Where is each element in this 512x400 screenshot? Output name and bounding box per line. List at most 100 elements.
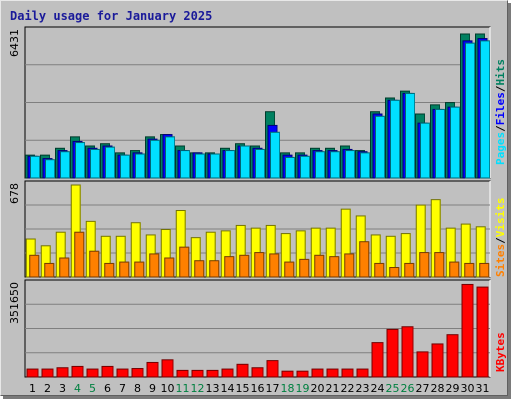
- bar-pages-day-2: [45, 159, 55, 179]
- bar-pages-day-17: [270, 131, 280, 179]
- bar-kbytes-day-17: [266, 360, 279, 378]
- bar-sites-day-5: [89, 250, 100, 278]
- y-max-label: 678: [8, 183, 21, 204]
- legend-item-pages: Pages: [494, 132, 507, 165]
- legend-item-kbytes: KBytes: [494, 332, 507, 372]
- bar-kbytes-day-1: [26, 368, 39, 378]
- bar-pages-day-1: [30, 155, 40, 179]
- x-axis-labels: 1 2 3 4 5 6 7 8 9 10 11 12 13 14 15 16 17 18 19 20 21 22 23 24 2…: [29, 382, 490, 395]
- bar-kbytes-day-8: [131, 368, 144, 378]
- bar-kbytes-day-26: [401, 326, 414, 378]
- x-tick-label-4: 4: [74, 382, 81, 395]
- bar-sites-day-19: [299, 258, 310, 278]
- bar-kbytes-day-6: [101, 365, 114, 378]
- x-tick-label-23: 23: [356, 382, 370, 395]
- bar-sites-day-26: [404, 262, 415, 278]
- bar-sites-day-20: [314, 254, 325, 278]
- bar-sites-day-3: [59, 257, 70, 278]
- x-tick-label-22: 22: [341, 382, 355, 395]
- bar-pages-day-9: [150, 139, 160, 179]
- bar-kbytes-day-22: [341, 368, 354, 378]
- bar-pages-day-27: [420, 122, 430, 179]
- bar-kbytes-day-30: [461, 283, 474, 378]
- bar-sites-day-23: [359, 241, 370, 278]
- y-max-label: 6431: [8, 29, 21, 57]
- bar-pages-day-11: [180, 150, 190, 179]
- bar-pages-day-23: [360, 152, 370, 179]
- bar-sites-day-30: [464, 262, 475, 278]
- x-tick-label-24: 24: [371, 382, 385, 395]
- bar-sites-day-31: [479, 262, 490, 278]
- bar-pages-day-21: [330, 151, 340, 179]
- legend-separator: /: [494, 85, 507, 92]
- bar-pages-day-24: [375, 115, 385, 179]
- bar-sites-day-4: [74, 231, 85, 278]
- bar-sites-day-9: [149, 253, 160, 278]
- bar-sites-day-18: [284, 261, 295, 278]
- bar-kbytes-day-4: [71, 365, 84, 378]
- x-tick-label-19: 19: [296, 382, 310, 395]
- bar-pages-day-8: [135, 153, 145, 179]
- bar-kbytes-day-18: [281, 370, 294, 378]
- x-tick-label-10: 10: [161, 382, 175, 395]
- bar-sites-day-29: [449, 261, 460, 278]
- x-tick-label-20: 20: [311, 382, 325, 395]
- bar-pages-day-3: [60, 151, 70, 179]
- legend-panel-3: KBytes: [494, 332, 507, 372]
- x-tick-label-25: 25: [386, 382, 400, 395]
- bar-kbytes-day-28: [431, 343, 444, 378]
- bar-pages-day-30: [465, 42, 475, 179]
- x-tick-label-13: 13: [206, 382, 220, 395]
- bar-kbytes-day-14: [221, 368, 234, 378]
- x-tick-label-29: 29: [446, 382, 460, 395]
- bar-sites-day-10: [164, 257, 175, 278]
- x-tick-label-28: 28: [431, 382, 445, 395]
- x-tick-label-8: 8: [134, 382, 141, 395]
- legend-item-files: Files: [494, 92, 507, 125]
- legend-item-visits: Visits: [494, 198, 507, 238]
- x-tick-label-7: 7: [119, 382, 126, 395]
- x-tick-label-17: 17: [266, 382, 280, 395]
- bar-sites-day-25: [389, 267, 400, 278]
- bar-sites-day-28: [434, 252, 445, 278]
- x-tick-label-15: 15: [236, 382, 250, 395]
- legend-item-sites: Sites: [494, 244, 507, 277]
- bar-pages-day-19: [300, 155, 310, 179]
- bar-pages-day-13: [210, 153, 220, 179]
- bar-sites-day-21: [329, 256, 340, 278]
- bar-sites-day-17: [269, 253, 280, 278]
- bar-kbytes-day-24: [371, 342, 384, 378]
- chart-panel-2: 678 Sites/Visits: [8, 180, 507, 278]
- bar-pages-day-22: [345, 150, 355, 179]
- bar-sites-day-24: [374, 262, 385, 278]
- bar-sites-day-8: [134, 261, 145, 278]
- bar-sites-day-11: [179, 246, 190, 278]
- bar-sites-day-15: [239, 254, 250, 278]
- x-tick-label-6: 6: [104, 382, 111, 395]
- chart-title: Daily usage for January 2025: [10, 9, 212, 23]
- legend-panel-1: Pages/Files/Hits: [494, 59, 507, 165]
- x-tick-label-3: 3: [59, 382, 66, 395]
- legend-panel-2: Sites/Visits: [494, 198, 507, 278]
- x-tick-label-2: 2: [44, 382, 51, 395]
- bar-sites-day-1: [29, 254, 40, 278]
- x-tick-label-18: 18: [281, 382, 295, 395]
- bar-kbytes-day-10: [161, 359, 174, 378]
- x-tick-label-21: 21: [326, 382, 340, 395]
- bar-pages-day-6: [105, 146, 115, 179]
- bar-pages-day-16: [255, 148, 265, 179]
- bar-kbytes-day-27: [416, 351, 429, 378]
- bar-kbytes-day-9: [146, 361, 159, 378]
- bar-sites-day-22: [344, 253, 355, 278]
- bar-kbytes-day-29: [446, 334, 459, 378]
- bar-pages-day-26: [405, 92, 415, 179]
- bar-pages-day-4: [75, 142, 85, 179]
- bar-pages-day-28: [435, 108, 445, 179]
- x-tick-label-26: 26: [401, 382, 415, 395]
- bar-sites-day-27: [419, 252, 430, 278]
- bar-pages-day-14: [225, 150, 235, 179]
- bar-kbytes-day-16: [251, 367, 264, 378]
- bar-kbytes-day-20: [311, 368, 324, 378]
- y-max-label: 351650: [8, 282, 21, 324]
